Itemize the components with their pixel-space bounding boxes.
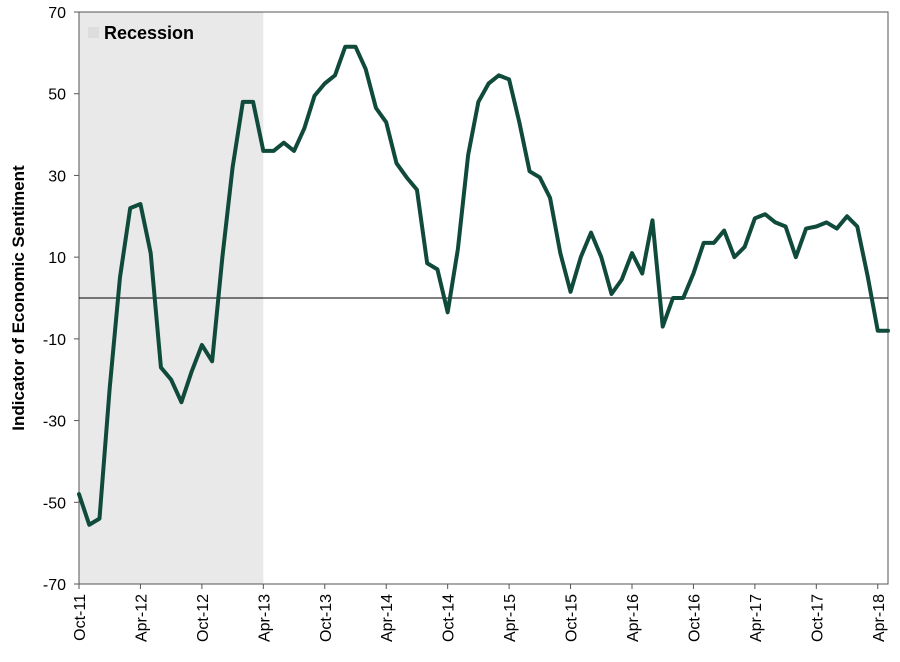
y-axis: -70 -50 -30 -10 10 30 50 70 — [43, 5, 79, 594]
x-tick-label: Apr-13 — [256, 594, 273, 642]
y-tick-label: 50 — [48, 87, 66, 104]
x-tick-label: Oct-17 — [809, 594, 826, 642]
x-tick-label: Oct-12 — [195, 594, 212, 642]
x-tick-label: Apr-14 — [379, 594, 396, 642]
y-tick-label: -10 — [43, 332, 66, 349]
y-tick-label: -70 — [43, 577, 66, 594]
x-tick-label: Oct-15 — [564, 594, 581, 642]
y-tick-label: 30 — [48, 168, 66, 185]
x-tick-label: Oct-14 — [441, 594, 458, 642]
x-tick-label: Oct-16 — [686, 594, 703, 642]
x-tick-label: Apr-18 — [871, 594, 888, 642]
x-tick-label: Oct-13 — [318, 594, 335, 642]
y-tick-label: 70 — [48, 5, 66, 22]
y-tick-label: -50 — [43, 495, 66, 512]
x-tick-label: Apr-15 — [502, 594, 519, 642]
y-tick-label: -30 — [43, 414, 66, 431]
x-tick-label: Oct-11 — [72, 594, 89, 641]
x-tick-label: Apr-12 — [133, 594, 150, 642]
recession-legend-swatch — [88, 27, 99, 38]
sentiment-series-line — [77, 44, 890, 527]
legend: Recession — [88, 23, 194, 43]
y-axis-title: Indicator of Economic Sentiment — [9, 165, 28, 431]
x-axis: Oct-11 Apr-12 Oct-12 Apr-13 Oct-13 Apr-14 Oct-… — [72, 584, 888, 642]
x-tick-label: Apr-17 — [748, 594, 765, 642]
recession-legend-label: Recession — [104, 23, 194, 43]
y-tick-label: 10 — [48, 250, 66, 267]
x-tick-label: Apr-16 — [625, 594, 642, 642]
